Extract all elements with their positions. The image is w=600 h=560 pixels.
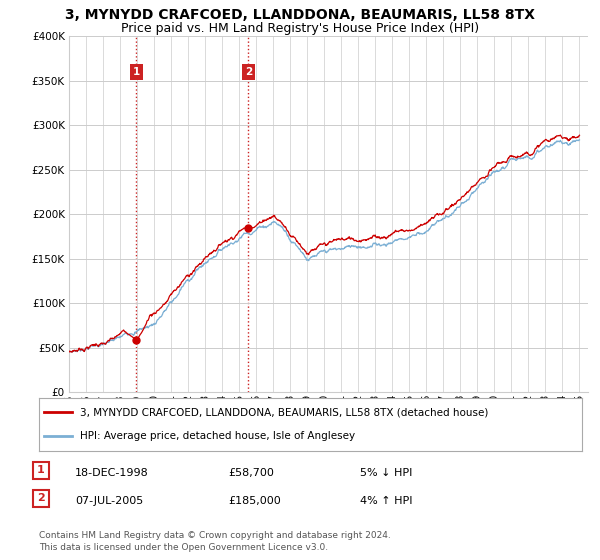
Text: 2: 2 — [37, 493, 44, 503]
Text: £185,000: £185,000 — [228, 496, 281, 506]
Text: 1: 1 — [37, 465, 44, 475]
Text: 2: 2 — [245, 67, 252, 77]
Text: 3, MYNYDD CRAFCOED, LLANDDONA, BEAUMARIS, LL58 8TX: 3, MYNYDD CRAFCOED, LLANDDONA, BEAUMARIS… — [65, 8, 535, 22]
Text: 5% ↓ HPI: 5% ↓ HPI — [360, 468, 412, 478]
Text: 07-JUL-2005: 07-JUL-2005 — [75, 496, 143, 506]
Text: Contains HM Land Registry data © Crown copyright and database right 2024.
This d: Contains HM Land Registry data © Crown c… — [39, 531, 391, 552]
Text: 18-DEC-1998: 18-DEC-1998 — [75, 468, 149, 478]
Text: HPI: Average price, detached house, Isle of Anglesey: HPI: Average price, detached house, Isle… — [80, 431, 355, 441]
Text: 4% ↑ HPI: 4% ↑ HPI — [360, 496, 413, 506]
Text: 3, MYNYDD CRAFCOED, LLANDDONA, BEAUMARIS, LL58 8TX (detached house): 3, MYNYDD CRAFCOED, LLANDDONA, BEAUMARIS… — [80, 408, 488, 418]
Text: 1: 1 — [133, 67, 140, 77]
Text: Price paid vs. HM Land Registry's House Price Index (HPI): Price paid vs. HM Land Registry's House … — [121, 22, 479, 35]
Text: £58,700: £58,700 — [228, 468, 274, 478]
